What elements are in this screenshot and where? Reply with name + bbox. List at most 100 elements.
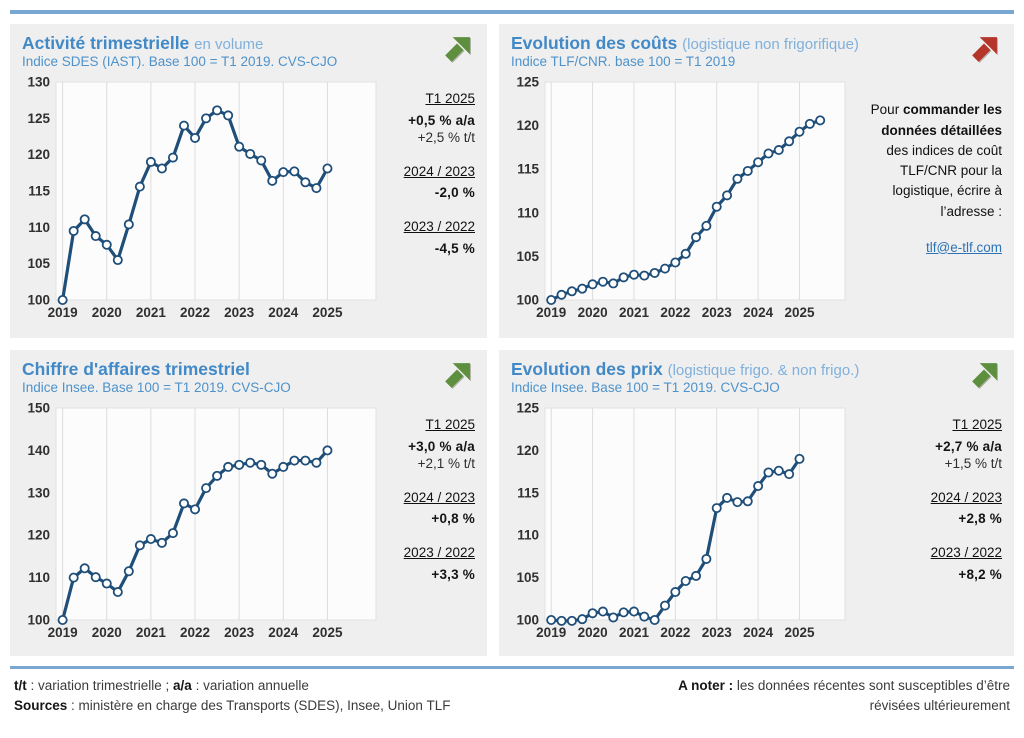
data-point [659,600,670,611]
data-point [123,219,134,230]
data-point [311,457,322,468]
panel-title-main: Activité trimestrielle [22,33,190,53]
panel-body: 2019 2020 2021 2022 2023 2024 2025 100 110 120 130… [22,400,477,644]
panel-titles: Activité trimestrielle en volume Indice … [22,33,337,69]
panel-title-suffix: (logistique non frigorifique) [682,36,859,53]
data-point [618,607,629,618]
plot-area [55,407,377,621]
data-point [234,460,245,471]
panel-titles: Evolution des coûts (logistique non frig… [511,33,859,69]
data-point [618,272,629,283]
data-point [267,468,278,479]
email-link-wrap: tlf@e-tlf.com [863,238,1002,258]
data-point [608,278,619,289]
footer-sources-line: Sources : ministère en charge des Transp… [14,696,450,716]
bulletin-page: Activité trimestrielle en volume Indice … [0,10,1024,717]
stat-cmp2-label: 2023 / 2022 [403,218,475,234]
y-tick-label: 125 [516,75,539,90]
panel-evolution-prix: Evolution des prix (logistique frigo. & … [499,350,1014,656]
stat-cmp1-value: +0,8 % [431,511,475,527]
email-link[interactable]: tlf@e-tlf.com [926,239,1002,255]
data-point [68,226,79,237]
data-point [773,466,784,477]
data-point [156,538,167,549]
x-tick-label: 2024 [743,305,774,320]
y-tick-label: 110 [28,220,50,235]
y-tick-label: 120 [516,443,539,458]
footer-aa-abbr: a/a [173,678,192,693]
stat-cmp2-value: +3,3 % [431,566,475,582]
stat-group-2024-2023: 2024 / 2023 -2,0 % [384,163,475,202]
x-tick-label: 2022 [660,625,690,640]
x-tick-label: 2022 [180,625,210,640]
x-tick-label: 2024 [268,305,299,320]
x-tick-label: 2022 [180,305,210,320]
x-tick-label: 2019 [536,305,566,320]
data-point [201,113,212,124]
data-point [546,615,557,626]
data-point [670,587,681,598]
data-point [289,166,300,177]
stat-yoy-value: +0,5 % a/a [408,112,475,128]
panel-grid: Activité trimestrielle en volume Indice … [10,24,1014,656]
data-point [190,504,201,515]
order-data-note: Pour commander les données détaillées de… [853,74,1004,324]
data-point [587,608,598,619]
panel-chiffre-affaires: Chiffre d'affaires trimestriel Indice In… [10,350,487,656]
stat-cmp2-label: 2023 / 2022 [930,544,1002,560]
stats-block: T1 2025 +2,7 % a/a +1,5 % t/t 2024 / 202… [853,400,1004,644]
data-point [639,270,650,281]
stat-cmp1-label: 2024 / 2023 [930,489,1002,505]
stat-group-2023-2022: 2023 / 2022 -4,5 % [384,218,475,257]
data-point [597,606,608,617]
panel-titles: Chiffre d'affaires trimestriel Indice In… [22,359,291,395]
note-text: des indices de coût TLF/CNR pour la logi… [886,142,1002,219]
footer-aa-text: : variation annuelle [191,678,309,693]
x-tick-label: 2025 [312,305,343,320]
data-point [278,167,289,178]
x-tick-label: 2020 [578,625,608,640]
y-tick-label: 120 [27,147,50,162]
plot-area [55,81,377,301]
data-point [732,497,743,508]
data-point [628,606,639,617]
data-point [763,467,774,478]
panel-title: Evolution des coûts (logistique non frig… [511,33,859,53]
data-point [701,554,712,565]
stat-qoq-value: +2,1 % t/t [417,456,475,472]
data-point [680,576,691,587]
data-point [670,257,681,268]
stat-cmp2-value: -4,5 % [434,240,475,256]
panel-title: Activité trimestrielle en volume [22,33,337,53]
data-point [223,110,234,121]
x-tick-label: 2025 [784,305,815,320]
panel-header: Evolution des coûts (logistique non frig… [511,33,1004,69]
y-tick-label: 130 [27,75,50,90]
data-point [577,283,588,294]
prices-line-chart: 2019 2020 2021 2022 2023 2024 2025 100 105 110 115… [516,401,846,640]
data-point [300,455,311,466]
data-point [794,126,805,137]
stat-cmp1-label: 2024 / 2023 [403,489,475,505]
bottom-rule [10,666,1014,669]
data-point [156,163,167,174]
panel-evolution-couts: Evolution des coûts (logistique non frig… [499,24,1014,338]
stat-cmp1-label: 2024 / 2023 [403,163,475,179]
data-point [566,616,577,627]
panel-header: Activité trimestrielle en volume Indice … [22,33,477,69]
data-point [577,614,588,625]
data-point [134,181,145,192]
data-point [732,174,743,185]
panel-subtitle: Indice Insee. Base 100 = T1 2019. CVS-CJ… [22,380,291,396]
x-tick-label: 2021 [136,305,167,320]
footer-note: A noter : les données récentes sont susc… [660,676,1010,717]
y-tick-label: 105 [516,249,539,264]
stats-block: T1 2025 +3,0 % a/a +2,1 % t/t 2024 / 202… [384,400,477,644]
stat-yoy-value: +2,7 % a/a [935,438,1002,454]
x-tick-label: 2025 [784,625,815,640]
y-tick-label: 115 [517,162,539,177]
data-point [256,155,267,166]
costs-line-chart: 2019 2020 2021 2022 2023 2024 2025 100 105 110 115… [516,75,846,320]
footer: t/t : variation trimestrielle ; a/a : va… [14,676,1010,717]
data-point [300,177,311,188]
